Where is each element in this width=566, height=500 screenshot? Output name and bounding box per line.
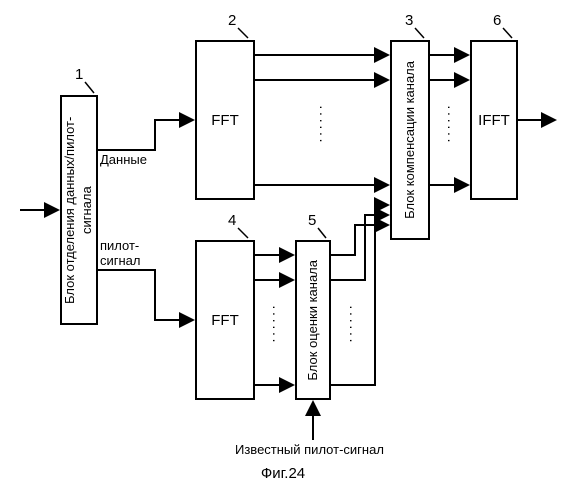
block-separator-num: 1 <box>75 66 83 83</box>
block-ifft: IFFT <box>470 40 518 200</box>
edge-label-pilot: пилот- сигнал <box>100 238 141 268</box>
block-fft-pilot-label: FFT <box>211 312 239 329</box>
block-channel-comp: Блок компенсации канала <box>390 40 430 240</box>
block-separator: Блок отделения данных/пилот-сигнала <box>60 95 98 325</box>
block-ifft-label: IFFT <box>478 112 510 129</box>
block-channel-comp-num: 3 <box>405 12 413 29</box>
block-channel-est-num: 5 <box>308 212 316 229</box>
block-channel-est-label: Блок оценки канала <box>305 260 322 381</box>
figure-caption: Фиг.24 <box>0 465 566 482</box>
block-separator-label: Блок отделения данных/пилот-сигнала <box>62 97 96 323</box>
block-fft-pilot: FFT <box>195 240 255 400</box>
block-fft-data-num: 2 <box>228 12 236 29</box>
dots-b5-b3: ······ <box>345 305 359 345</box>
block-fft-pilot-num: 4 <box>228 212 236 229</box>
dots-b2-b3: ······ <box>315 105 329 145</box>
edge-label-data: Данные <box>100 152 147 167</box>
edge-label-known-pilot: Известный пилот-сигнал <box>235 442 384 457</box>
dots-b4-b5: ······ <box>268 305 282 345</box>
block-fft-data: FFT <box>195 40 255 200</box>
block-channel-est: Блок оценки канала <box>295 240 331 400</box>
block-ifft-num: 6 <box>493 12 501 29</box>
block-channel-comp-label: Блок компенсации канала <box>402 61 419 219</box>
dots-b3-b6: ······ <box>443 105 457 145</box>
block-fft-data-label: FFT <box>211 112 239 129</box>
